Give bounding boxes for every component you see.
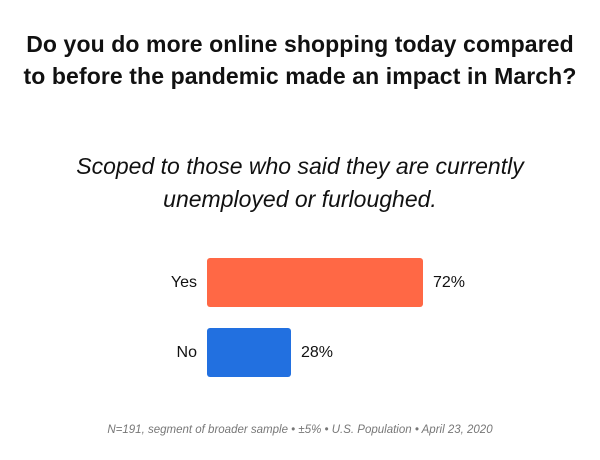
category-label-no: No [177, 344, 198, 361]
chart-title: Do you do more online shopping today com… [23, 31, 577, 89]
value-label-yes: 72% [433, 274, 465, 291]
chart-subtitle: Scoped to those who said they are curren… [76, 153, 524, 212]
category-label-yes: Yes [171, 274, 197, 291]
bar-yes [207, 258, 423, 307]
value-label-no: 28% [301, 344, 333, 361]
bar-no [207, 328, 291, 377]
chart-footnote: N=191, segment of broader sample • ±5% •… [107, 424, 493, 436]
